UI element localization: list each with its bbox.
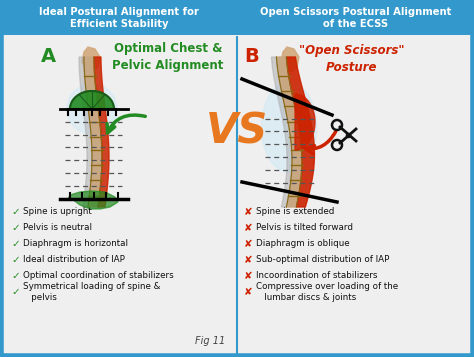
Text: Spine is upright: Spine is upright bbox=[23, 207, 92, 216]
Text: ✘: ✘ bbox=[244, 223, 253, 233]
Text: Diaphragm is oblique: Diaphragm is oblique bbox=[256, 240, 350, 248]
Ellipse shape bbox=[262, 82, 317, 172]
Polygon shape bbox=[272, 57, 292, 207]
Text: ✓: ✓ bbox=[11, 207, 20, 217]
Text: Spine is extended: Spine is extended bbox=[256, 207, 334, 216]
Text: Sub-optimal distribution of IAP: Sub-optimal distribution of IAP bbox=[256, 256, 389, 265]
Polygon shape bbox=[70, 91, 114, 109]
Text: Optimal coordination of stabilizers: Optimal coordination of stabilizers bbox=[23, 272, 174, 281]
Polygon shape bbox=[79, 57, 92, 207]
Polygon shape bbox=[276, 57, 302, 207]
Text: ✓: ✓ bbox=[11, 223, 20, 233]
Text: ✓: ✓ bbox=[11, 271, 20, 281]
Text: ✘: ✘ bbox=[244, 287, 253, 297]
Polygon shape bbox=[82, 47, 100, 72]
Text: Symmetrical loading of spine &
   pelvis: Symmetrical loading of spine & pelvis bbox=[23, 282, 160, 302]
Text: ✓: ✓ bbox=[11, 287, 20, 297]
Text: "Open Scissors"
Posture: "Open Scissors" Posture bbox=[299, 44, 405, 74]
Text: Incoordination of stabilizers: Incoordination of stabilizers bbox=[256, 272, 377, 281]
Polygon shape bbox=[84, 57, 102, 207]
Polygon shape bbox=[281, 47, 299, 72]
Text: B: B bbox=[245, 47, 259, 66]
Polygon shape bbox=[68, 191, 118, 209]
Text: Compressive over loading of the
   lumbar discs & joints: Compressive over loading of the lumbar d… bbox=[256, 282, 398, 302]
Text: Fig 11: Fig 11 bbox=[195, 336, 225, 346]
Polygon shape bbox=[286, 57, 314, 207]
Text: ✘: ✘ bbox=[244, 239, 253, 249]
Text: Ideal distribution of IAP: Ideal distribution of IAP bbox=[23, 256, 125, 265]
Text: Optimal Chest &
Pelvic Alignment: Optimal Chest & Pelvic Alignment bbox=[112, 42, 224, 72]
Text: ✓: ✓ bbox=[11, 255, 20, 265]
Text: ✘: ✘ bbox=[244, 271, 253, 281]
Polygon shape bbox=[295, 94, 315, 150]
Text: A: A bbox=[40, 47, 55, 66]
Text: VS: VS bbox=[206, 111, 268, 153]
Text: ✘: ✘ bbox=[244, 255, 253, 265]
Polygon shape bbox=[94, 57, 109, 207]
Text: Ideal Postural Alignment for
Efficient Stability: Ideal Postural Alignment for Efficient S… bbox=[39, 7, 199, 29]
Circle shape bbox=[67, 84, 117, 134]
Bar bbox=[1, 1, 473, 35]
Text: ✓: ✓ bbox=[11, 239, 20, 249]
Text: Pelvis is tilted forward: Pelvis is tilted forward bbox=[256, 223, 353, 232]
Text: Diaphragm is horizontal: Diaphragm is horizontal bbox=[23, 240, 128, 248]
Text: Pelvis is neutral: Pelvis is neutral bbox=[23, 223, 92, 232]
Text: Open Scissors Postural Alignment
of the ECSS: Open Scissors Postural Alignment of the … bbox=[260, 7, 452, 29]
Text: ✘: ✘ bbox=[244, 207, 253, 217]
